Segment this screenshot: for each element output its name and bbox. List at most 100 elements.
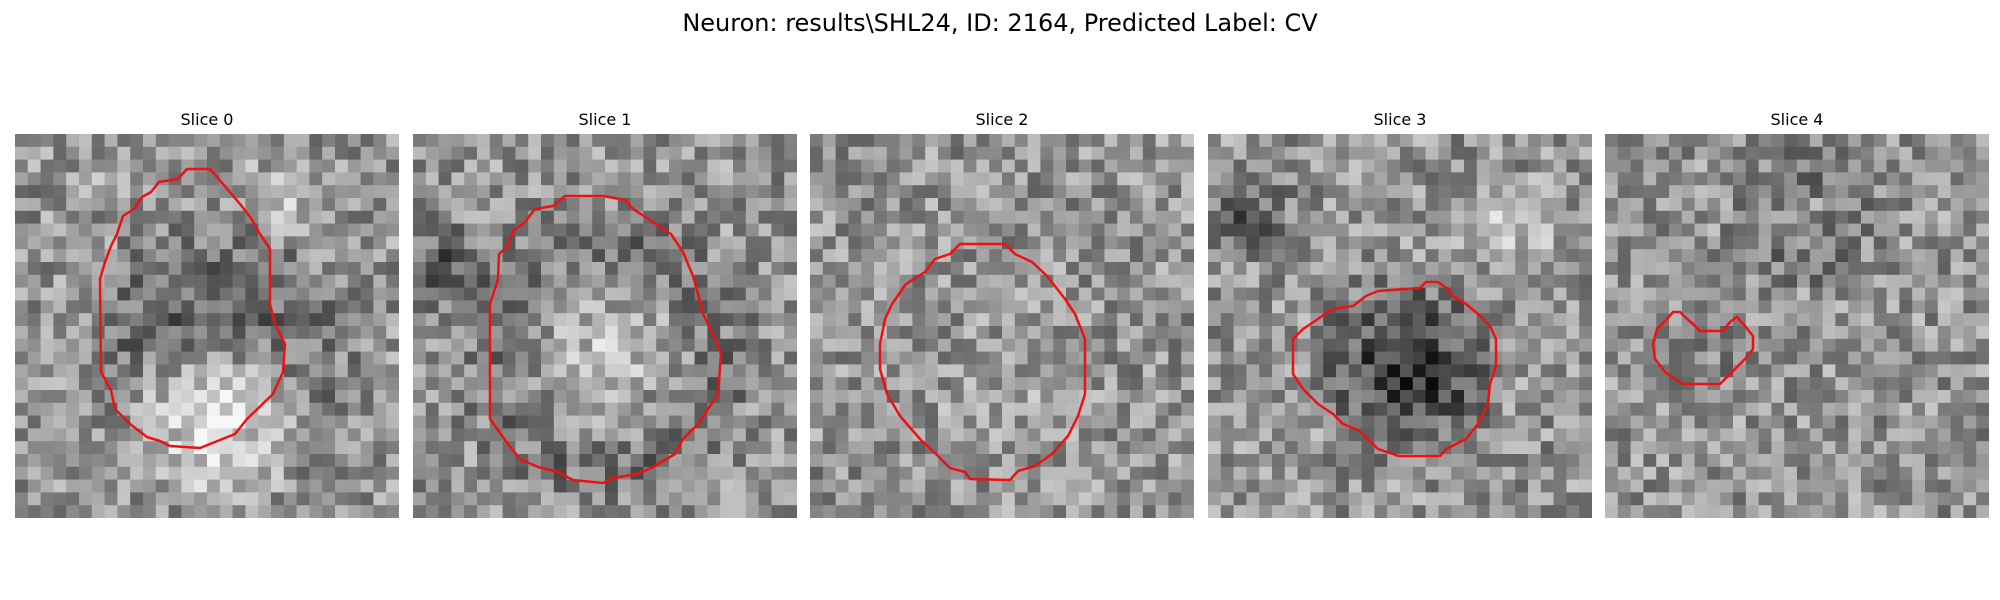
pixel (130, 441, 144, 455)
pixel (963, 364, 977, 378)
pixel (40, 479, 54, 493)
pixel (1091, 326, 1105, 340)
pixel (1117, 172, 1131, 186)
pixel (1937, 313, 1952, 327)
pixel (1848, 313, 1862, 327)
pixel (232, 287, 246, 301)
pixel (1502, 172, 1516, 186)
pixel (413, 338, 427, 353)
pixel (1822, 262, 1836, 276)
pixel (1040, 415, 1054, 429)
pixel (271, 479, 285, 493)
pixel (1886, 454, 1900, 468)
pixel (1208, 274, 1222, 289)
pixel (40, 466, 54, 481)
pixel (592, 466, 606, 481)
pixel (309, 300, 323, 314)
pixel (1758, 479, 1772, 493)
pixel (938, 134, 952, 148)
pixel (296, 300, 310, 314)
pixel (1925, 479, 1939, 493)
pixel (1835, 428, 1849, 442)
pixel (733, 338, 747, 353)
pixel (1656, 428, 1670, 442)
pixel (1117, 338, 1131, 353)
pixel (1464, 274, 1478, 289)
pixel (1899, 351, 1913, 365)
pixel (53, 351, 67, 365)
pixel (245, 313, 259, 327)
pixel (347, 326, 362, 340)
pixel (1579, 441, 1592, 455)
pixel (1014, 223, 1029, 237)
pixel (360, 351, 374, 365)
pixel (104, 415, 118, 429)
pixel (53, 479, 67, 493)
pixel (938, 428, 952, 442)
pixel (219, 159, 234, 173)
pixel (1451, 390, 1465, 404)
pixel (925, 415, 939, 429)
pixel (1464, 377, 1478, 391)
pixel (976, 262, 990, 276)
pixel (1553, 172, 1567, 186)
pixel (1720, 479, 1734, 493)
pixel (40, 185, 54, 199)
pixel (438, 287, 452, 301)
pixel (1643, 505, 1657, 518)
pixel (360, 402, 374, 417)
pixel (925, 198, 939, 212)
pixel (296, 313, 310, 327)
pixel (232, 364, 246, 378)
pixel (810, 223, 824, 237)
pixel (1220, 377, 1235, 391)
pixel (413, 402, 427, 417)
pixel (1681, 185, 1696, 199)
pixel (1053, 466, 1067, 481)
pixel (1925, 198, 1939, 212)
pixel (219, 262, 234, 276)
pixel (1733, 159, 1747, 173)
pixel (271, 338, 285, 353)
pixel (566, 505, 580, 518)
pixel (694, 185, 708, 199)
pixel (79, 454, 93, 468)
pixel (1937, 415, 1952, 429)
pixel (1272, 428, 1286, 442)
pixel (643, 274, 657, 289)
pixel (1912, 415, 1926, 429)
pixel (66, 338, 80, 353)
pixel (271, 415, 285, 429)
pixel (681, 134, 696, 148)
pixel (1784, 287, 1798, 301)
pixel (1220, 441, 1235, 455)
pixel (53, 185, 67, 199)
pixel (745, 351, 760, 365)
pixel (1014, 428, 1029, 442)
pixel (1272, 415, 1286, 429)
pixel (1797, 300, 1811, 314)
pixel (1656, 223, 1670, 237)
pixel (155, 185, 170, 199)
pixel (1809, 428, 1824, 442)
pixel (553, 134, 568, 148)
pixel (963, 146, 977, 161)
pixel (1284, 466, 1299, 481)
pixel (643, 377, 657, 391)
pixel (194, 159, 208, 173)
pixel (1656, 300, 1670, 314)
pixel (1387, 300, 1401, 314)
pixel (874, 479, 888, 493)
pixel (1336, 134, 1350, 148)
pixel (656, 338, 670, 353)
pixel (1425, 210, 1439, 225)
pixel (1848, 479, 1862, 493)
pixel (835, 466, 849, 481)
pixel (1733, 262, 1747, 276)
pixel (1208, 390, 1222, 404)
pixel (27, 466, 42, 481)
pixel (1208, 364, 1222, 378)
pixel (1489, 428, 1503, 442)
pixel (861, 262, 875, 276)
pixel (694, 351, 708, 365)
